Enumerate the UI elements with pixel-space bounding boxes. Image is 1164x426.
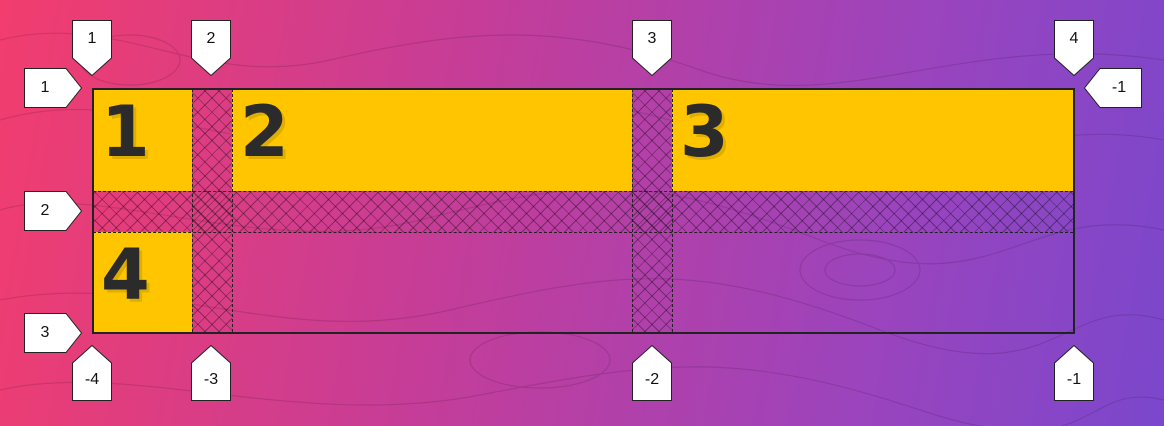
grid-item-label: 3 [680, 91, 729, 173]
column-line-2b [232, 89, 233, 332]
row-line-2a [93, 191, 1073, 192]
grid-item-label: 1 [101, 91, 150, 173]
row-gap-1 [93, 191, 1073, 232]
grid-item-label: 4 [101, 234, 150, 316]
grid-item-2: 2 [232, 89, 632, 191]
row-line-2b [93, 232, 1073, 233]
grid-item-4: 4 [93, 232, 192, 332]
column-line-3b [672, 89, 673, 332]
column-line-3a [632, 89, 633, 332]
column-gap-1 [192, 89, 232, 332]
grid-item-label: 2 [240, 91, 289, 173]
column-gap-2 [632, 89, 672, 332]
column-line-2a [192, 89, 193, 332]
grid-item-3: 3 [672, 89, 1073, 191]
grid-item-1: 1 [93, 89, 192, 191]
